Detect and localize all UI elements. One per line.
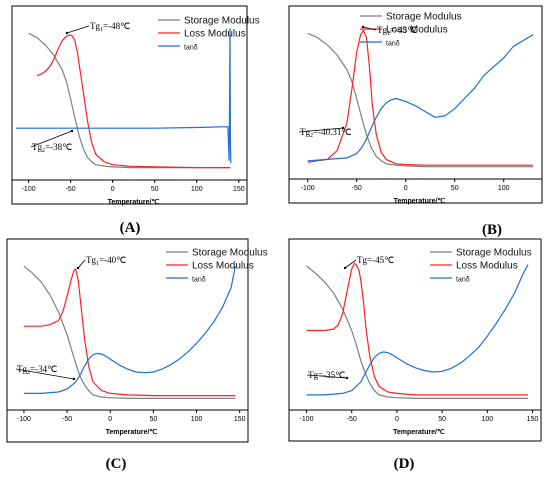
x-tick-label: 50 — [151, 186, 159, 193]
legend-label-storage-modulus: Storage Modulus — [184, 16, 260, 27]
x-tick-label: 50 — [438, 416, 446, 423]
annotation-arrow — [77, 259, 86, 269]
storage-modulus-line — [23, 265, 236, 399]
annotation-arrowhead — [343, 266, 347, 270]
panel-letter: (D) — [394, 456, 415, 472]
storage-modulus-line — [306, 265, 528, 399]
panel-a: -100 -50 0 50 100 150 Temperature/℃ Storage Mod… — [11, 5, 260, 236]
x-tick-label: 0 — [395, 416, 399, 423]
x-tick-label: -50 — [62, 416, 72, 423]
x-axis-label: Temperature/℃ — [106, 428, 158, 436]
legend-label-tan-delta: tanδ — [456, 277, 470, 284]
x-tick-label: -100 — [301, 185, 315, 192]
x-tick-label: 100 — [191, 416, 203, 423]
storage-modulus-line — [28, 32, 231, 169]
x-tick-label: 100 — [481, 416, 493, 423]
legend-label-loss-modulus: Loss Modulus — [192, 261, 254, 272]
annotation-arrow — [344, 259, 357, 269]
panel-frame — [6, 238, 249, 443]
tan-delta-line — [23, 265, 236, 394]
x-tick-label: 50 — [149, 416, 157, 423]
x-axis-label: Temperature/℃ — [108, 198, 160, 206]
tan-delta-line — [16, 28, 232, 164]
x-tick-label: 0 — [404, 185, 408, 192]
x-tick-label: -50 — [66, 186, 76, 193]
x-tick-label: -100 — [300, 416, 314, 423]
annotation-arrowhead — [65, 31, 69, 35]
annotation-arrowhead — [361, 25, 365, 29]
annotation-arrow — [30, 130, 73, 148]
loss-modulus-line — [23, 268, 236, 397]
tan-delta-line — [306, 264, 529, 396]
tg-annotation: Tg=-35℃ — [308, 370, 345, 380]
panel-letter: (C) — [106, 456, 127, 472]
legend: Storage Modulus Loss Modulus tanδ — [430, 248, 532, 284]
x-tick-label: 50 — [451, 185, 459, 192]
legend-label-loss-modulus: Loss Modulus — [456, 261, 518, 272]
legend-label-storage-modulus: Storage Modulus — [456, 248, 532, 259]
legend-label-loss-modulus: Loss Modulus — [386, 25, 448, 36]
annotation-arrowhead — [72, 377, 76, 381]
x-tick-label: 150 — [527, 416, 539, 423]
annotation-arrowhead — [76, 266, 80, 270]
loss-modulus-line — [36, 34, 231, 169]
legend-label-tan-delta: tanδ — [192, 277, 206, 284]
x-tick-label: 100 — [498, 185, 510, 192]
tg-annotation: Tg2=-40.31℃ — [300, 127, 351, 139]
loss-modulus-line — [307, 29, 534, 166]
tg-annotation: Tg=-45℃ — [357, 255, 394, 265]
annotation-arrowhead — [345, 376, 349, 380]
tg-annotation: Tg1=-48℃ — [90, 21, 130, 33]
panel-frame — [288, 238, 542, 442]
annotation-arrowhead — [341, 126, 345, 130]
annotation-arrow — [66, 25, 90, 34]
panel-d: -100 -50 0 50 100 150 Temperature/℃ Storage Mod… — [288, 238, 542, 472]
legend-label-tan-delta: tanδ — [184, 45, 198, 52]
legend: Storage Modulus Loss Modulus tanδ — [158, 16, 260, 52]
annotation-arrow — [306, 374, 348, 379]
x-axis-label: Temperature/℃ — [393, 428, 445, 436]
storage-modulus-line — [307, 32, 534, 168]
tg-annotation: Tg2=-34℃ — [17, 364, 57, 376]
tg-annotation: Tg2=-38℃ — [32, 142, 72, 154]
x-tick-label: 100 — [191, 186, 203, 193]
x-tick-label: 150 — [233, 186, 245, 193]
legend-label-storage-modulus: Storage Modulus — [192, 248, 268, 259]
x-tick-label: 150 — [234, 416, 246, 423]
legend: Storage Modulus Loss Modulus tanδ — [166, 248, 268, 284]
panel-letter: (B) — [482, 222, 502, 238]
x-tick-label: -50 — [347, 416, 357, 423]
legend-label-loss-modulus: Loss Modulus — [184, 29, 246, 40]
tg-annotation: Tg1=-40℃ — [86, 255, 126, 267]
x-tick-label: 0 — [108, 416, 112, 423]
x-tick-label: 0 — [111, 186, 115, 193]
loss-modulus-line — [306, 262, 528, 396]
legend-label-tan-delta: tanδ — [386, 41, 400, 48]
annotation-arrow — [15, 368, 75, 380]
x-tick-label: -100 — [22, 186, 36, 193]
panel-frame — [288, 5, 543, 204]
panel-frame — [11, 5, 248, 205]
panel-c: -100 -50 0 50 100 150 Temperature/℃ Storage Mod… — [6, 238, 268, 472]
annotation-arrow — [298, 127, 344, 133]
x-tick-label: -100 — [17, 416, 31, 423]
panel-letter: (A) — [120, 220, 141, 236]
x-tick-label: -50 — [352, 185, 362, 192]
legend-label-storage-modulus: Storage Modulus — [386, 12, 462, 23]
x-axis-label: Temperature/℃ — [394, 197, 446, 205]
tg-annotation: Tg1=-43℃ — [377, 25, 417, 37]
annotation-arrowhead — [70, 129, 74, 133]
panel-b: -100 -50 0 50 100 Temperature/℃ Storage Modulu… — [288, 5, 543, 238]
annotation-arrow — [362, 26, 377, 31]
tan-delta-line — [307, 34, 534, 162]
